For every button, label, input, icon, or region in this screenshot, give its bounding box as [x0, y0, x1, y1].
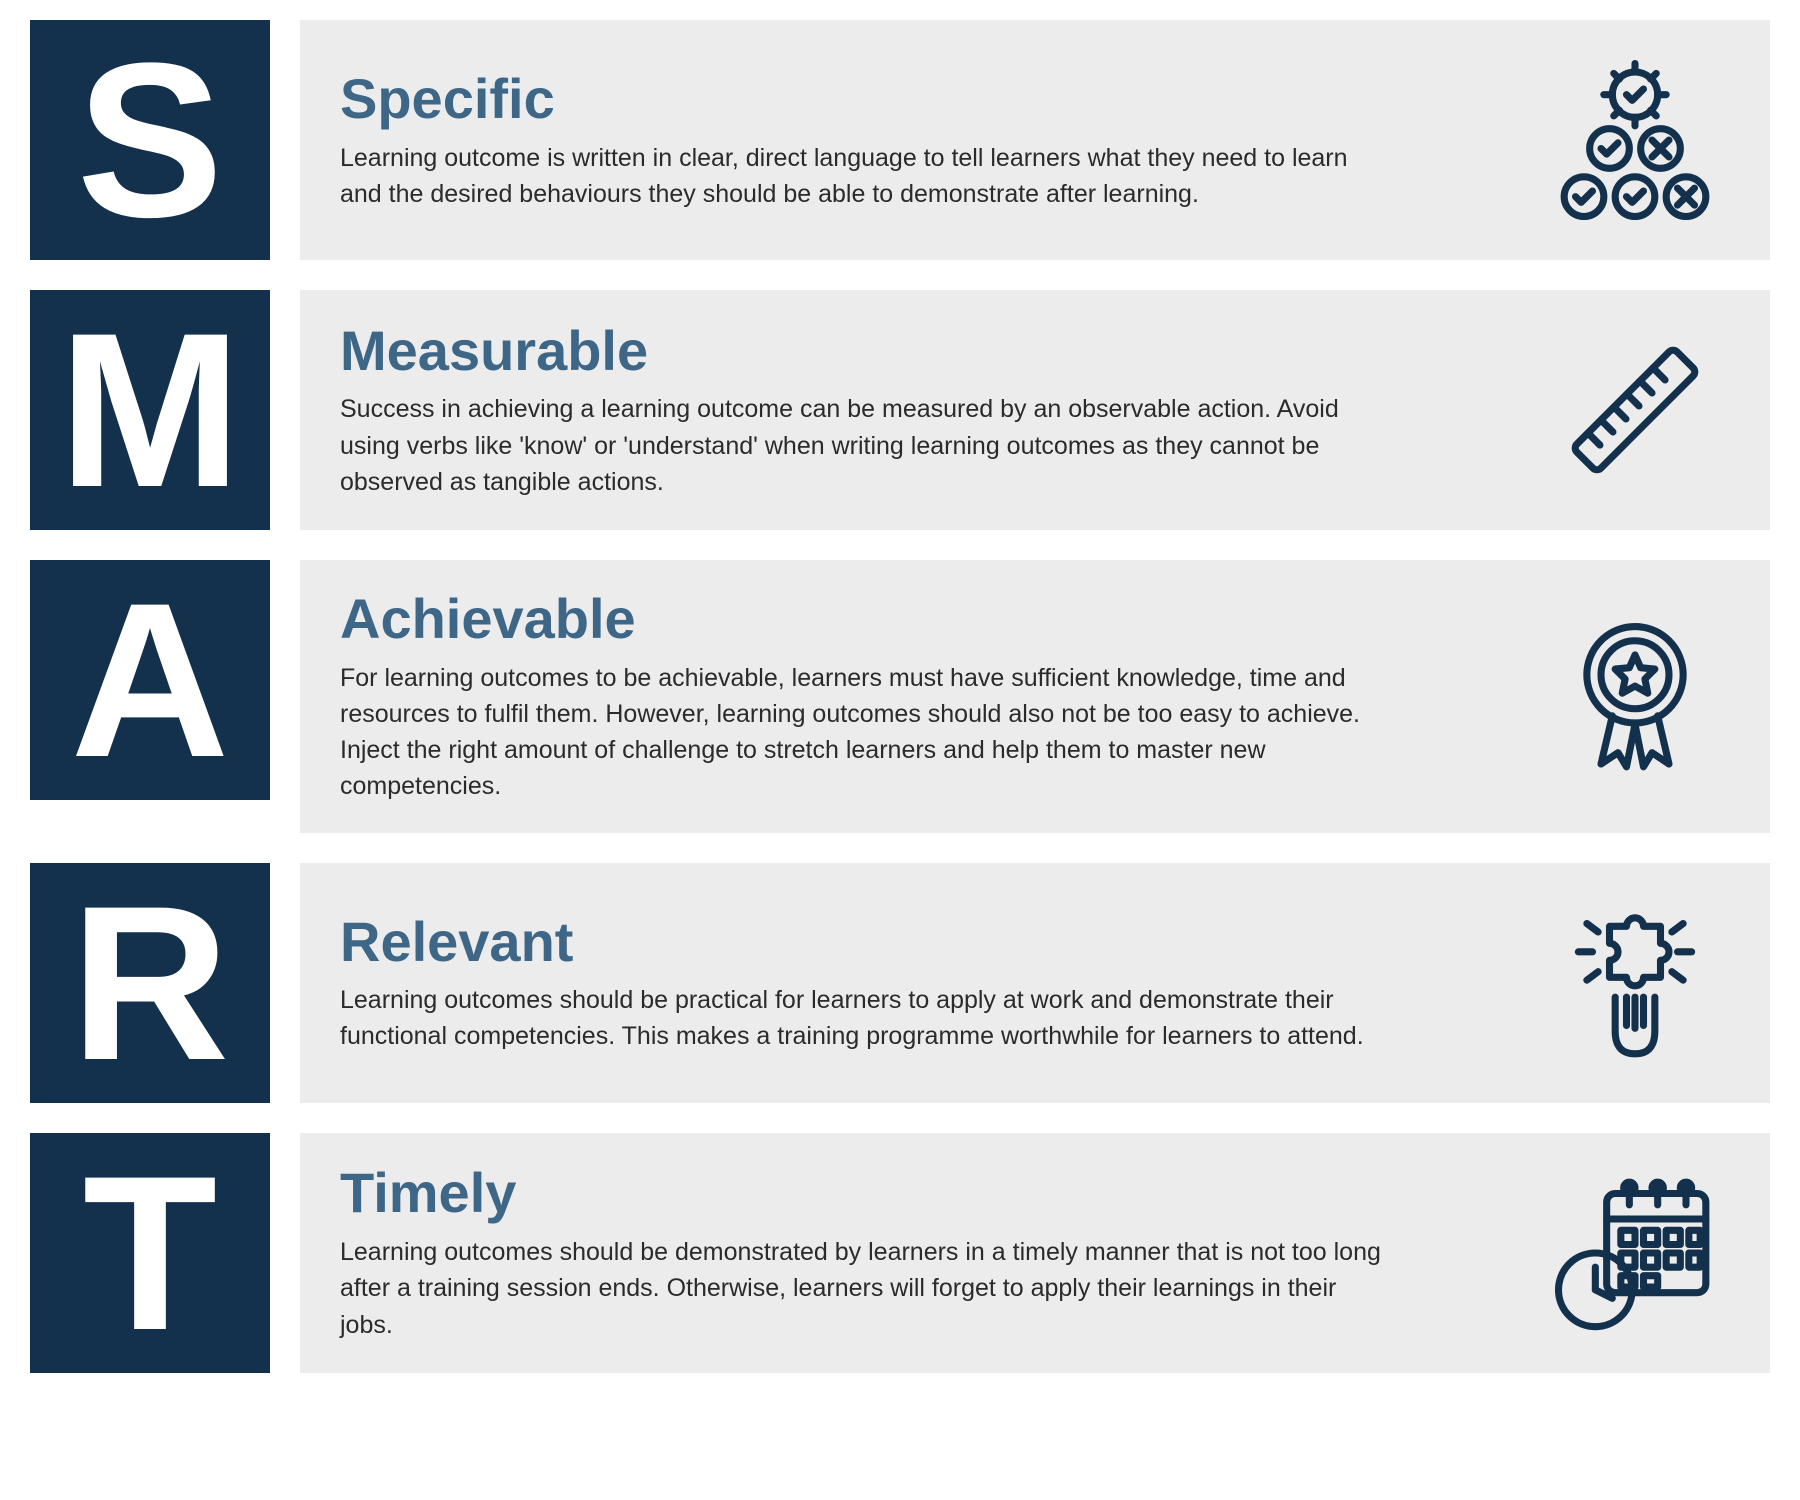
smart-row-r: R Relevant Learning outcomes should be p… — [30, 863, 1770, 1103]
content-box-a: Achievable For learning outcomes to be a… — [300, 560, 1770, 833]
puzzle-hand-icon — [1540, 898, 1730, 1068]
letter: S — [77, 30, 224, 250]
row-title: Measurable — [340, 320, 1510, 382]
smart-row-a: A Achievable For learning outcomes to be… — [30, 560, 1770, 833]
text-column: Measurable Success in achieving a learni… — [340, 320, 1540, 500]
content-box-t: Timely Learning outcomes should be demon… — [300, 1133, 1770, 1373]
letter: A — [71, 570, 230, 790]
award-icon — [1540, 611, 1730, 781]
row-title: Relevant — [340, 911, 1510, 973]
content-box-m: Measurable Success in achieving a learni… — [300, 290, 1770, 530]
smart-row-t: T Timely Learning outcomes should be dem… — [30, 1133, 1770, 1373]
letter: R — [71, 873, 230, 1093]
smart-row-m: M Measurable Success in achieving a lear… — [30, 290, 1770, 530]
letter-box-r: R — [30, 863, 270, 1103]
row-description: Success in achieving a learning outcome … — [340, 391, 1390, 500]
content-box-s: Specific Learning outcome is written in … — [300, 20, 1770, 260]
letter: T — [83, 1143, 217, 1363]
row-description: Learning outcome is written in clear, di… — [340, 140, 1390, 213]
content-box-r: Relevant Learning outcomes should be pra… — [300, 863, 1770, 1103]
letter-box-m: M — [30, 290, 270, 530]
quality-check-icon — [1540, 55, 1730, 225]
row-title: Achievable — [340, 588, 1510, 650]
ruler-icon — [1540, 325, 1730, 495]
letter-box-t: T — [30, 1133, 270, 1373]
letter-box-s: S — [30, 20, 270, 260]
row-title: Timely — [340, 1162, 1510, 1224]
letter: M — [58, 300, 241, 520]
text-column: Specific Learning outcome is written in … — [340, 68, 1540, 212]
smart-row-s: S Specific Learning outcome is written i… — [30, 20, 1770, 260]
row-title: Specific — [340, 68, 1510, 130]
row-description: For learning outcomes to be achievable, … — [340, 660, 1390, 805]
letter-box-a: A — [30, 560, 270, 800]
row-description: Learning outcomes should be practical fo… — [340, 982, 1390, 1055]
calendar-clock-icon — [1540, 1168, 1730, 1338]
text-column: Achievable For learning outcomes to be a… — [340, 588, 1540, 805]
text-column: Relevant Learning outcomes should be pra… — [340, 911, 1540, 1055]
row-description: Learning outcomes should be demonstrated… — [340, 1234, 1390, 1343]
text-column: Timely Learning outcomes should be demon… — [340, 1162, 1540, 1342]
